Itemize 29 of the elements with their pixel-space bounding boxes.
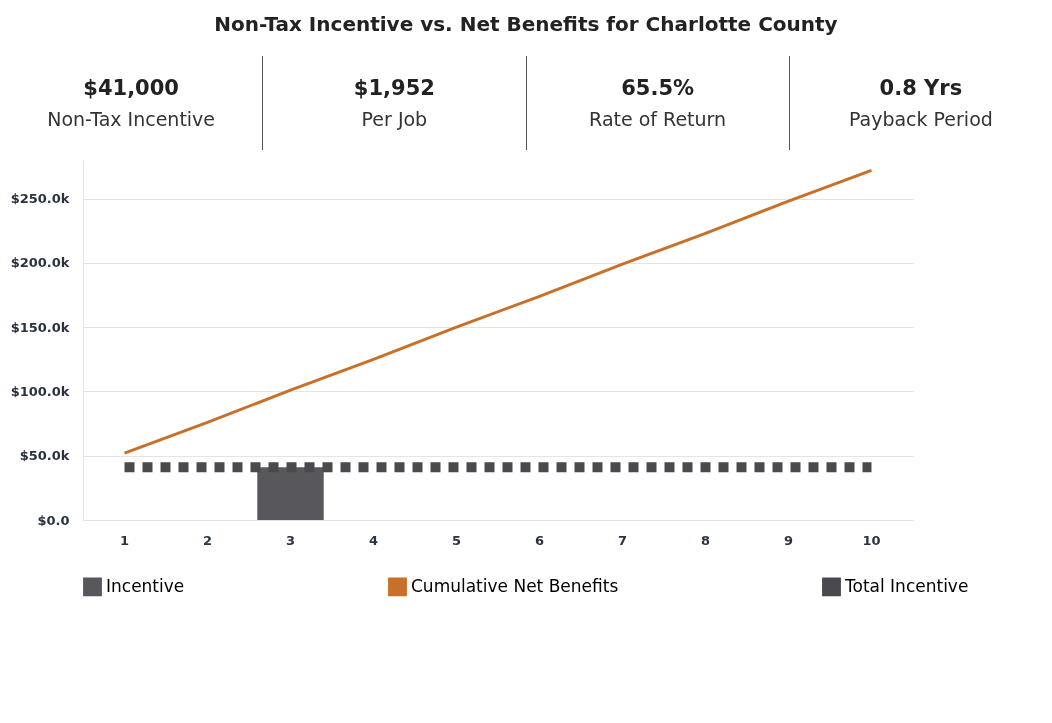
text: Non-Tax Incentive: [46, 108, 217, 130]
y-tick-label: $150.0k: [10, 319, 70, 335]
x-tick-label: 7: [617, 532, 628, 548]
text: Payback Period: [847, 108, 994, 130]
y-tick-label: $250.0k: [10, 191, 70, 207]
legend-label: Incentive: [106, 575, 185, 596]
y-tick-label: $100.0k: [10, 383, 70, 399]
x-tick-label: 9: [783, 532, 794, 548]
text: $41,000: [82, 76, 180, 100]
x-tick-label: 3: [285, 532, 296, 548]
text: Rate of Return: [588, 108, 728, 130]
x-tick-label: 1: [119, 532, 130, 548]
y-tick-label: $50.0k: [19, 448, 70, 464]
x-tick-label: 4: [368, 532, 379, 548]
text: $1,952: [352, 76, 436, 100]
y-tick-label: $0.0: [37, 512, 70, 528]
legend-label: Total Incentive: [844, 575, 969, 596]
x-tick-label: 10: [862, 532, 881, 548]
x-tick-label: 6: [534, 532, 545, 548]
x-tick-label: 8: [700, 532, 711, 548]
legend-label: Cumulative Net Benefits: [411, 575, 619, 596]
x-tick-label: 5: [451, 532, 462, 548]
text: Per Job: [360, 108, 429, 130]
text: 0.8 Yrs: [878, 76, 964, 100]
line-series: [123, 168, 873, 455]
x-tick-label: 2: [202, 532, 213, 548]
text: Non-Tax Incentive vs. Net Benefits for Charlotte County: [213, 12, 839, 36]
y-tick-label: $200.0k: [10, 255, 70, 271]
text: 65.5%: [620, 76, 696, 100]
